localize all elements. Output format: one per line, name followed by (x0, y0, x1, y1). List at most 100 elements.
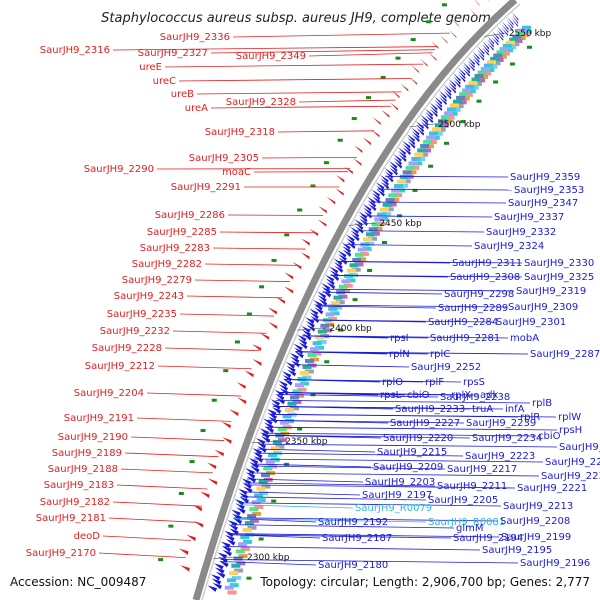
reverse-gene-arrow (346, 241, 356, 249)
reverse-gene-arrow (207, 585, 218, 592)
forward-gene-arrow (335, 188, 344, 196)
right-gene-label: SaurJH9_2301 (496, 317, 566, 328)
function-band (485, 68, 495, 73)
forward-gene-arrow (335, 174, 345, 183)
forward-gene-arrow (192, 504, 203, 512)
right-leader-line (257, 448, 376, 453)
forward-gene-arrow (229, 409, 239, 417)
function-band (254, 504, 264, 509)
reverse-gene-arrow (439, 93, 447, 102)
reverse-gene-arrow (371, 189, 381, 197)
function-band (385, 198, 395, 203)
function-band (261, 484, 271, 489)
reverse-gene-arrow (443, 91, 452, 100)
reverse-gene-arrow (329, 266, 339, 274)
reverse-gene-arrow (481, 47, 490, 56)
right-leader-line (361, 215, 493, 218)
function-band (299, 370, 309, 375)
reverse-gene-arrow (448, 78, 457, 88)
function-band (233, 556, 243, 561)
reverse-gene-arrow (443, 84, 452, 93)
rna-feature (381, 241, 387, 245)
function-band (309, 357, 319, 362)
forward-gene-arrow (301, 238, 310, 246)
reverse-gene-arrow (245, 472, 256, 479)
reverse-gene-arrow (486, 39, 495, 48)
function-band (373, 226, 383, 231)
reverse-gene-arrow (225, 534, 235, 542)
function-band (402, 170, 412, 175)
right-gene-label: SaurJH9_2337 (494, 212, 564, 223)
function-band (477, 70, 487, 75)
forward-gene-arrow (352, 158, 362, 166)
right-gene-label: SaurJH9_2239 (466, 418, 536, 429)
function-band (388, 193, 398, 198)
left-gene-label: SaurJH9_2204 (74, 388, 144, 399)
function-band (405, 165, 415, 170)
function-band (277, 427, 287, 432)
function-band (396, 179, 406, 184)
function-band (231, 575, 241, 580)
function-band (343, 283, 353, 288)
function-band (394, 184, 404, 189)
right-gene-label: rplO (382, 377, 403, 388)
right-gene-label: rplC (430, 349, 450, 360)
function-band (480, 67, 490, 72)
tick-mark (409, 123, 436, 128)
left-leader-line (124, 452, 219, 458)
left-gene-label: SaurJH9_2282 (132, 259, 202, 270)
right-leader-line (270, 413, 557, 418)
forward-gene-arrow (371, 129, 380, 138)
reverse-gene-arrow (264, 426, 274, 434)
function-band (518, 28, 528, 33)
function-band (351, 267, 361, 272)
reverse-gene-arrow (221, 545, 232, 553)
right-leader-line (244, 484, 516, 489)
rna-feature (323, 161, 329, 165)
left-gene-label: SaurJH9_2327 (138, 48, 208, 59)
right-gene-label: SaurJH9_2242 (559, 442, 600, 453)
reverse-gene-arrow (425, 111, 434, 120)
right-gene-label: SaurJH9_2199 (501, 532, 571, 543)
reverse-gene-arrow (346, 238, 356, 246)
forward-gene-arrow (389, 102, 399, 111)
reverse-gene-arrow (260, 436, 271, 443)
rna-feature (526, 45, 532, 49)
forward-gene-arrow (487, 0, 489, 2)
right-gene-label: SaurJH9_2217 (447, 464, 517, 475)
right-gene-label: SaurJH9_2319 (516, 286, 586, 297)
rna-feature (441, 3, 447, 7)
right-gene-label: SaurJH9_2221 (517, 483, 587, 494)
right-leader-line (253, 458, 544, 463)
function-band (238, 542, 248, 547)
rna-feature (476, 99, 482, 103)
reverse-gene-arrow (496, 26, 504, 35)
function-band (490, 56, 500, 61)
left-leader-line (108, 517, 197, 523)
function-band (251, 500, 261, 505)
reverse-gene-arrow (501, 27, 509, 37)
reverse-gene-arrow (420, 118, 429, 127)
function-band (417, 148, 427, 153)
function-band (263, 466, 273, 471)
forward-gene-arrow (451, 18, 459, 27)
function-band (401, 179, 411, 184)
reverse-gene-arrow (232, 517, 243, 525)
reverse-gene-arrow (389, 167, 398, 176)
function-band (493, 53, 503, 58)
right-gene-label: rplF (425, 377, 444, 388)
reverse-gene-arrow (314, 307, 324, 315)
forward-gene-arrow (260, 332, 270, 340)
function-band (341, 289, 351, 294)
right-gene-label: cbiO (538, 431, 561, 442)
reverse-gene-arrow (439, 90, 447, 99)
reverse-gene-arrow (411, 130, 420, 139)
reverse-gene-arrow (342, 249, 352, 257)
function-band (261, 473, 271, 478)
reverse-gene-arrow (453, 76, 461, 85)
rna-feature (271, 499, 277, 503)
function-band (471, 77, 481, 82)
reverse-gene-arrow (298, 342, 308, 350)
tick-mark (213, 556, 245, 559)
function-band (456, 95, 466, 100)
